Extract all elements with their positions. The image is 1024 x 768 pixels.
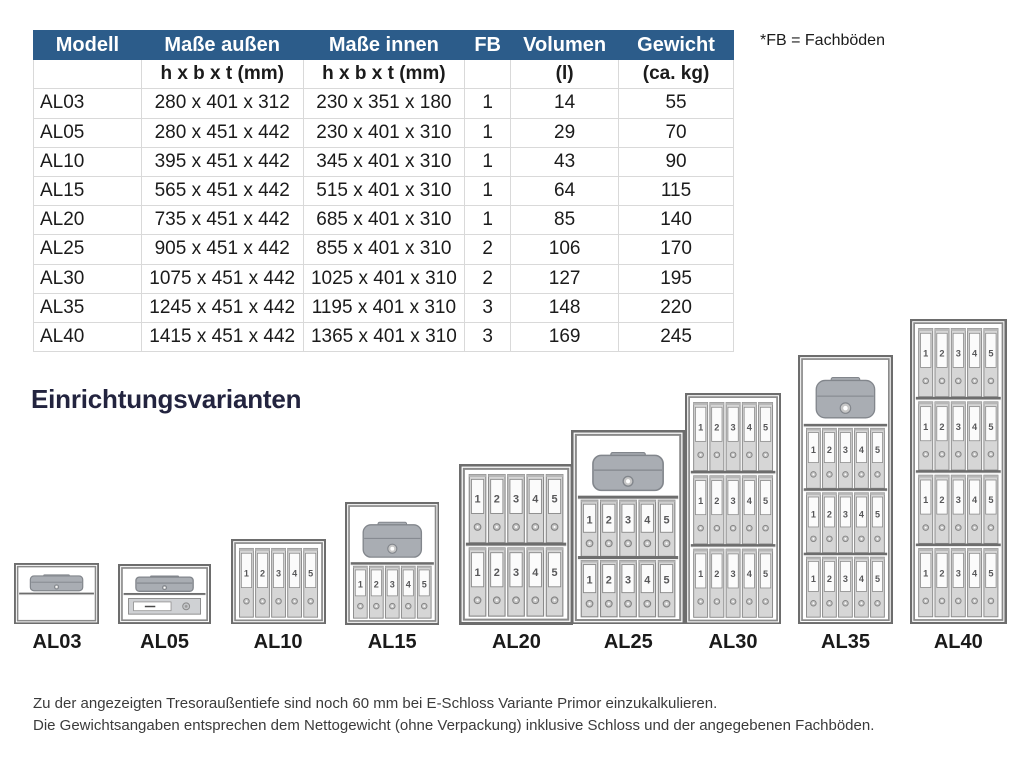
svg-text:1: 1: [923, 569, 928, 579]
svg-text:4: 4: [859, 510, 864, 520]
svg-text:3: 3: [625, 514, 631, 526]
svg-text:5: 5: [552, 567, 558, 579]
svg-text:4: 4: [747, 422, 753, 432]
svg-text:3: 3: [730, 569, 735, 579]
svg-text:3: 3: [956, 422, 961, 432]
svg-text:4: 4: [747, 496, 753, 506]
svg-text:4: 4: [406, 579, 411, 589]
svg-text:5: 5: [308, 569, 313, 579]
svg-text:1: 1: [811, 445, 816, 455]
svg-text:3: 3: [843, 510, 848, 520]
svg-text:3: 3: [625, 574, 631, 586]
svg-text:4: 4: [972, 569, 978, 579]
svg-text:3: 3: [276, 569, 281, 579]
svg-text:4: 4: [645, 514, 651, 526]
svg-text:3: 3: [956, 569, 961, 579]
svg-text:4: 4: [645, 574, 651, 586]
svg-text:2: 2: [939, 422, 944, 432]
svg-text:3: 3: [956, 496, 961, 506]
svg-text:2: 2: [827, 574, 832, 584]
svg-text:3: 3: [843, 574, 848, 584]
svg-text:3: 3: [843, 445, 848, 455]
svg-text:2: 2: [606, 574, 612, 586]
svg-text:1: 1: [475, 567, 481, 579]
svg-text:5: 5: [664, 514, 670, 526]
svg-text:2: 2: [606, 514, 612, 526]
svg-text:2: 2: [939, 569, 944, 579]
svg-text:5: 5: [763, 422, 768, 432]
svg-text:5: 5: [988, 422, 993, 432]
svg-text:4: 4: [859, 445, 864, 455]
svg-text:5: 5: [875, 445, 880, 455]
svg-text:4: 4: [972, 349, 978, 359]
svg-text:2: 2: [939, 496, 944, 506]
svg-text:4: 4: [533, 567, 540, 579]
svg-text:2: 2: [939, 349, 944, 359]
svg-text:1: 1: [587, 514, 593, 526]
svg-text:4: 4: [533, 494, 540, 506]
svg-text:1: 1: [475, 494, 481, 506]
svg-text:4: 4: [747, 569, 753, 579]
svg-text:1: 1: [698, 496, 703, 506]
svg-text:1: 1: [923, 496, 928, 506]
svg-text:2: 2: [827, 510, 832, 520]
svg-text:4: 4: [972, 496, 978, 506]
svg-text:2: 2: [494, 567, 500, 579]
svg-text:5: 5: [552, 494, 558, 506]
svg-text:5: 5: [763, 569, 768, 579]
svg-text:2: 2: [374, 579, 379, 589]
svg-text:1: 1: [698, 569, 703, 579]
svg-text:1: 1: [811, 574, 816, 584]
svg-text:3: 3: [513, 567, 519, 579]
svg-text:5: 5: [422, 579, 427, 589]
svg-text:5: 5: [664, 574, 670, 586]
svg-text:5: 5: [875, 574, 880, 584]
svg-text:1: 1: [923, 422, 928, 432]
svg-text:1: 1: [811, 510, 816, 520]
svg-text:4: 4: [972, 422, 978, 432]
svg-text:1: 1: [587, 574, 593, 586]
svg-text:2: 2: [259, 569, 264, 579]
svg-text:2: 2: [827, 445, 832, 455]
svg-text:1: 1: [923, 349, 928, 359]
svg-text:3: 3: [730, 422, 735, 432]
svg-text:5: 5: [988, 496, 993, 506]
svg-text:5: 5: [875, 510, 880, 520]
svg-text:2: 2: [494, 494, 500, 506]
svg-text:5: 5: [988, 569, 993, 579]
svg-text:3: 3: [390, 579, 395, 589]
svg-text:1: 1: [243, 569, 248, 579]
svg-text:5: 5: [763, 496, 768, 506]
svg-text:3: 3: [730, 496, 735, 506]
svg-text:4: 4: [859, 574, 864, 584]
svg-text:2: 2: [714, 569, 719, 579]
svg-text:5: 5: [988, 349, 993, 359]
svg-text:1: 1: [698, 422, 703, 432]
svg-text:1: 1: [358, 579, 363, 589]
svg-text:2: 2: [714, 422, 719, 432]
svg-text:3: 3: [513, 494, 519, 506]
svg-text:3: 3: [956, 349, 961, 359]
svg-text:2: 2: [714, 496, 719, 506]
